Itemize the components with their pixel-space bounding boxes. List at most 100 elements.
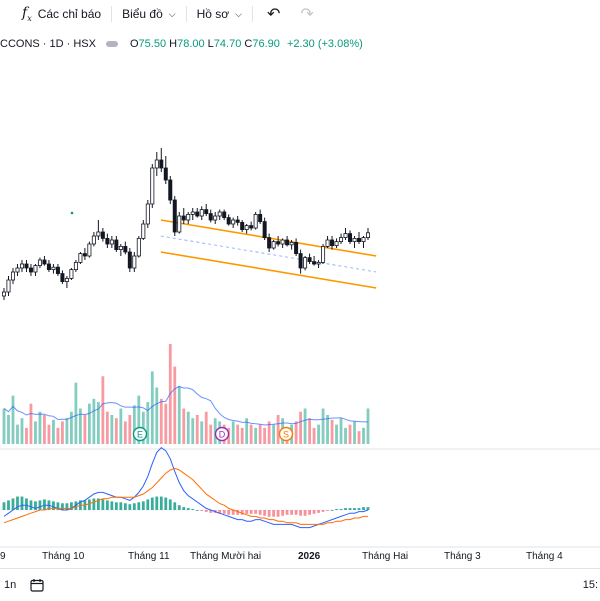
- candle-body: [325, 239, 330, 247]
- time-axis-label: Tháng Mười hai: [190, 551, 262, 562]
- volume-bar: [137, 395, 141, 444]
- macd-histogram-bar: [285, 510, 289, 515]
- candle-body: [136, 237, 141, 257]
- candle-body: [55, 266, 60, 274]
- range-button[interactable]: 1n: [4, 579, 17, 591]
- candle-body: [141, 223, 146, 239]
- candle-body: [132, 255, 137, 269]
- candle-body: [46, 263, 51, 270]
- macd-histogram-bar: [101, 499, 105, 510]
- macd-histogram-bar: [119, 502, 123, 510]
- macd-histogram-bar: [137, 502, 141, 510]
- macd-histogram-bar: [168, 499, 172, 510]
- channel-lower-line: [160, 251, 377, 289]
- macd-histogram-bar: [240, 510, 244, 515]
- macd-histogram-bar: [7, 500, 10, 510]
- candle-body: [105, 237, 110, 245]
- time-axis-label: Tháng 4: [526, 551, 563, 562]
- volume-bar: [164, 403, 168, 444]
- volume-bar: [213, 418, 217, 444]
- macd-histogram-bar: [348, 508, 352, 510]
- time-axis[interactable]: 9 Tháng 10 Tháng 11 Tháng Mười hai 2026 …: [0, 548, 600, 566]
- macd-histogram-bar: [335, 509, 338, 510]
- macd-histogram-bar: [227, 510, 231, 515]
- candle-body: [294, 241, 299, 254]
- chevron-down-icon: ⌵: [235, 8, 242, 19]
- event-marker-circle: [214, 426, 230, 442]
- macd-histogram-bar: [65, 503, 69, 510]
- candle-body: [73, 261, 78, 270]
- time-axis-label: 9: [0, 551, 6, 562]
- macd-histogram-bar: [204, 510, 208, 512]
- redo-icon[interactable]: ↷: [300, 6, 314, 23]
- macd-histogram-bar: [92, 498, 96, 510]
- macd-histogram-bar: [344, 508, 347, 510]
- macd-histogram-bar: [155, 496, 159, 510]
- candle-body: [231, 219, 236, 225]
- volume-bar: [20, 418, 24, 444]
- macd-histogram-bar: [11, 498, 15, 510]
- volume-bar: [186, 411, 190, 444]
- volume-bar: [132, 405, 136, 444]
- volume-bar: [353, 421, 356, 444]
- macd-histogram-bar: [87, 499, 91, 510]
- candle-body: [96, 231, 101, 237]
- volume-bar: [330, 419, 334, 444]
- candle-body: [109, 239, 114, 245]
- volume-ma-line: [3, 386, 368, 426]
- macd-histogram-bar: [330, 510, 334, 511]
- candle-body: [365, 232, 370, 239]
- candle-body: [352, 237, 357, 242]
- candle-body: [199, 209, 204, 217]
- indicators-button[interactable]: fx Các chỉ báo: [0, 0, 107, 28]
- macd-histogram-bar: [308, 510, 311, 515]
- volume-bar: [25, 427, 28, 444]
- volume-bar: [43, 414, 46, 444]
- toolbar-divider: [185, 6, 187, 22]
- volume-bar: [16, 424, 19, 444]
- eye-icon[interactable]: [105, 41, 118, 47]
- volume-bar: [326, 414, 329, 444]
- volume-bar: [200, 421, 204, 444]
- volume-bar: [96, 402, 100, 444]
- clock-time[interactable]: 15:: [582, 579, 598, 591]
- candle-body: [267, 237, 272, 249]
- undo-icon[interactable]: ↶: [266, 6, 281, 23]
- event-marker: E: [132, 426, 148, 442]
- candle-body: [163, 167, 168, 181]
- volume-bar: [335, 424, 338, 444]
- candle-body: [2, 291, 7, 297]
- candle-body: [195, 211, 200, 217]
- volume-bar: [74, 382, 78, 444]
- candle-body: [154, 159, 159, 169]
- event-marker-letter: E: [137, 430, 143, 440]
- symbol-name[interactable]: CCONS · 1D · HSX: [0, 38, 96, 50]
- candle-body: [6, 279, 11, 293]
- candle-body: [177, 215, 182, 233]
- macd-pane: [0, 446, 370, 529]
- candle-body: [19, 263, 24, 269]
- high-value: 78.00: [177, 38, 205, 50]
- volume-bar: [123, 421, 127, 444]
- candle-body: [244, 225, 249, 231]
- candle-body: [262, 221, 267, 239]
- candle-body: [276, 241, 281, 245]
- macd-histogram-bar: [326, 510, 329, 511]
- macd-histogram-bar: [182, 507, 186, 510]
- volume-bar: [209, 424, 213, 444]
- volume-bar: [105, 411, 109, 444]
- calendar-icon[interactable]: [30, 578, 44, 592]
- macd-histogram-bar: [353, 508, 356, 510]
- volume-bar: [276, 414, 280, 444]
- macd-histogram-bar: [186, 508, 190, 510]
- macd-histogram-bar: [357, 508, 361, 510]
- macd-histogram-bar: [150, 497, 154, 510]
- volume-bar: [52, 419, 55, 444]
- candle-body: [190, 211, 195, 215]
- profile-button[interactable]: Hồ sơ ⌵: [191, 0, 248, 28]
- macd-histogram-bar: [312, 510, 316, 514]
- candle-body: [127, 251, 132, 269]
- chart-type-button[interactable]: Biểu đồ ⌵: [116, 0, 182, 28]
- symbol-legend: CCONS · 1D · HSX O75.50 H78.00 L74.70 C7…: [0, 36, 363, 52]
